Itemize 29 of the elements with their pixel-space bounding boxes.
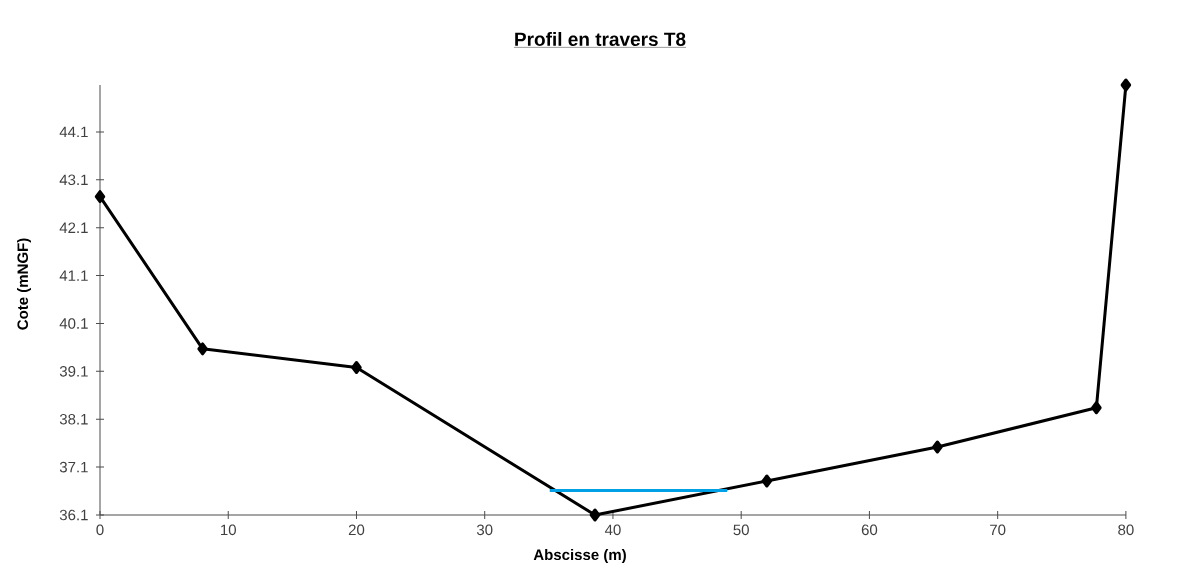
point bbox=[1120, 78, 1132, 92]
x-tick-label: 60 bbox=[861, 524, 878, 536]
y-tick-label: 38.1 bbox=[59, 413, 88, 425]
y-tick-label: 41.1 bbox=[59, 270, 88, 281]
point bbox=[589, 508, 601, 522]
point bbox=[761, 474, 773, 488]
x-tick-label: 40 bbox=[604, 524, 621, 536]
y-tick-label: 37.1 bbox=[59, 461, 88, 473]
x-tick-label: 10 bbox=[221, 524, 236, 536]
x-tick-label: 0 bbox=[96, 524, 104, 536]
x-tick-label: 30 bbox=[476, 524, 493, 536]
y-tick-label: 42.1 bbox=[59, 222, 88, 233]
y-tick-label: 44.1 bbox=[59, 126, 88, 138]
y-tick-label: 39.1 bbox=[59, 366, 88, 377]
y-tick-label: 40.1 bbox=[59, 318, 88, 329]
x-tick-label: 70 bbox=[990, 524, 1006, 536]
x-tick-label: 80 bbox=[1118, 524, 1134, 536]
point bbox=[1091, 401, 1102, 415]
x-tick-label: 20 bbox=[348, 524, 365, 536]
y-tick-label: 36.1 bbox=[59, 509, 88, 521]
y-tick-label: 43.1 bbox=[59, 174, 88, 186]
chart-title: Profil en travers T8 bbox=[515, 32, 686, 46]
point bbox=[932, 440, 943, 454]
point bbox=[94, 190, 106, 204]
x-tick-label: 50 bbox=[733, 524, 749, 536]
x-axis-title: Abscisse (m) bbox=[533, 549, 626, 563]
y-axis-title: Cote (mNGF) bbox=[17, 238, 31, 330]
point bbox=[197, 342, 208, 356]
point bbox=[351, 361, 362, 375]
